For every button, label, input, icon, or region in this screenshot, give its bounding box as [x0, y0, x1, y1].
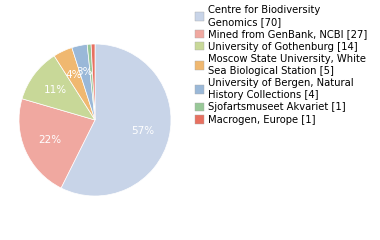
Legend: Centre for Biodiversity
Genomics [70], Mined from GenBank, NCBI [27], University: Centre for Biodiversity Genomics [70], M… — [195, 5, 367, 125]
Wedge shape — [91, 44, 95, 120]
Wedge shape — [22, 56, 95, 120]
Text: 57%: 57% — [131, 126, 155, 136]
Text: 4%: 4% — [66, 70, 82, 80]
Text: 11%: 11% — [44, 85, 67, 95]
Text: 22%: 22% — [38, 135, 61, 145]
Wedge shape — [54, 48, 95, 120]
Text: 3%: 3% — [77, 67, 93, 77]
Wedge shape — [87, 44, 95, 120]
Wedge shape — [72, 44, 95, 120]
Wedge shape — [61, 44, 171, 196]
Wedge shape — [19, 99, 95, 188]
